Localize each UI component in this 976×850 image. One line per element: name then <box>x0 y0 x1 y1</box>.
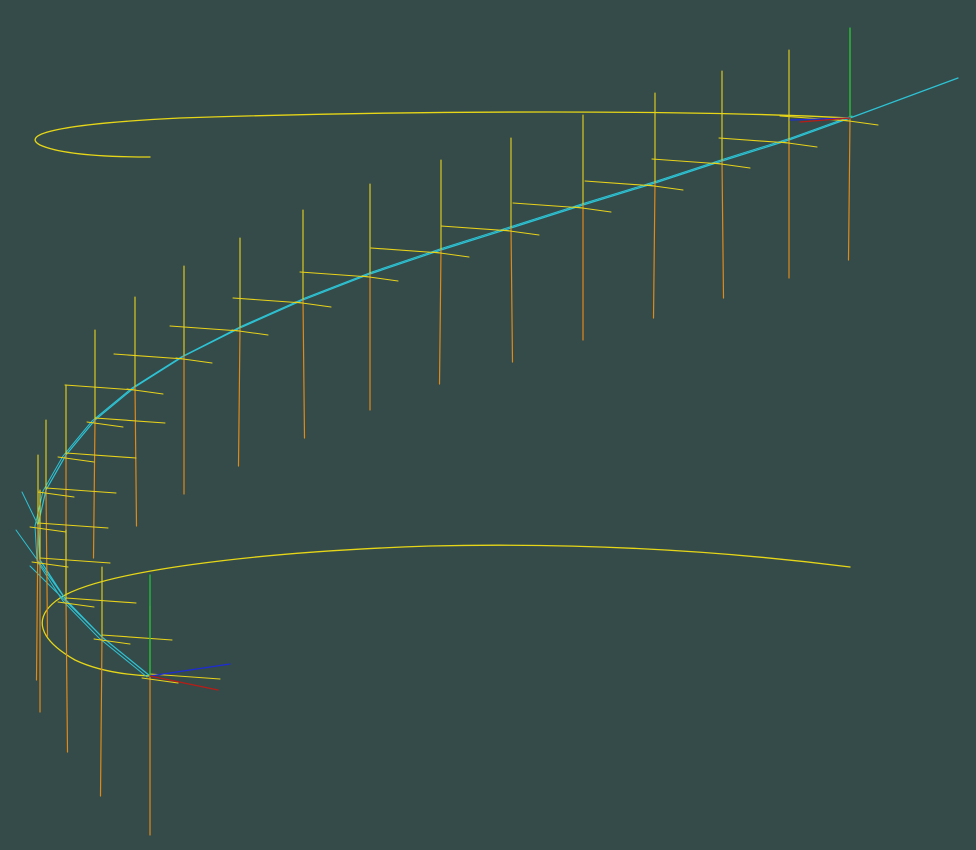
frame-down-axis <box>302 299 306 439</box>
frame-cross-arm <box>651 158 723 165</box>
frame-5 <box>512 114 612 341</box>
frame-down-axis <box>92 419 96 559</box>
frame-tangent-arm <box>646 184 684 191</box>
frame-cross-arm <box>45 487 117 494</box>
frame-tangent-arm <box>57 456 95 463</box>
frame-tangent-arm <box>361 275 399 282</box>
frame-3 <box>651 70 751 299</box>
frame-down-axis <box>510 227 514 363</box>
frame-tangent-arm <box>294 301 332 308</box>
frame-tangent-arm <box>86 421 124 428</box>
sweep-path-line <box>37 117 851 677</box>
frame-down-axis <box>65 599 69 753</box>
frame-cross-arm <box>113 353 185 360</box>
upper-axis-x <box>799 117 851 123</box>
frame-tangent-arm <box>57 601 95 608</box>
frame-cross-arm <box>232 297 304 304</box>
frame-cross-arm <box>779 115 851 122</box>
frame-down-axis <box>721 160 725 299</box>
sweep-path-extension <box>849 77 959 119</box>
sweep-path-tangent <box>21 491 39 526</box>
frame-cross-arm <box>65 597 137 604</box>
frame-tangent-arm <box>841 119 879 126</box>
frame-down-axis <box>652 182 656 319</box>
frame-tangent-arm <box>126 388 164 395</box>
frame-16 <box>29 454 109 681</box>
frame-tangent-arm <box>31 561 69 568</box>
frame-tangent-arm <box>175 357 213 364</box>
frame-12 <box>64 296 164 527</box>
frame-cross-arm <box>718 137 790 144</box>
upper-axis-triad <box>789 27 851 123</box>
lower-axis-z <box>149 663 231 677</box>
frame-10 <box>169 237 269 467</box>
frame-tangent-arm <box>29 526 67 533</box>
frame-tangent-arm <box>574 206 612 213</box>
frame-tangent-arm <box>432 251 470 258</box>
frame-11 <box>113 265 213 495</box>
frame-4 <box>584 92 684 319</box>
frame-cross-arm <box>65 452 137 459</box>
frame-tangent-arm <box>37 491 75 498</box>
frame-down-axis <box>237 327 241 467</box>
upper-guide-curve <box>34 111 851 158</box>
frame-tangent-arm <box>231 329 269 336</box>
frame-down-axis <box>99 636 103 797</box>
frame-8 <box>299 183 399 411</box>
frame-down-axis <box>134 386 138 527</box>
frame-down-axis <box>45 489 49 637</box>
sweep-path-group <box>15 77 959 678</box>
frame-13 <box>86 329 166 559</box>
frame-down-axis <box>35 524 39 681</box>
frame-cross-arm <box>299 271 371 278</box>
frame-cross-arm <box>169 325 241 332</box>
frame-tangent-arm <box>502 229 540 236</box>
lower-guide-curve <box>41 544 851 677</box>
frame-17 <box>31 489 111 713</box>
frame-tangent-arm <box>713 162 751 169</box>
moving-frames-group <box>29 27 879 836</box>
frame-15 <box>37 419 117 637</box>
lower-axis-triad <box>149 574 231 691</box>
frame-cross-arm <box>584 180 656 187</box>
frame-19 <box>93 566 173 797</box>
frame-down-axis <box>847 117 851 261</box>
sweep-path-tangent <box>15 529 67 601</box>
lower-axis-x <box>149 675 219 691</box>
frame-tangent-arm <box>141 677 179 684</box>
frame-cross-arm <box>101 634 173 641</box>
frame-cross-arm <box>440 225 512 232</box>
frame-cross-arm <box>94 417 166 424</box>
frame-20 <box>141 605 221 836</box>
frame-down-axis <box>438 249 442 385</box>
frame-18 <box>57 529 137 753</box>
frame-cross-arm <box>64 384 136 391</box>
frame-cross-arm <box>512 202 584 209</box>
frame-6 <box>440 137 540 363</box>
frame-tangent-arm <box>780 141 818 148</box>
sweep-path-line-secondary <box>34 115 853 678</box>
frame-9 <box>232 209 332 439</box>
frame-tangent-arm <box>93 638 131 645</box>
frame-2 <box>718 49 818 279</box>
frame-cross-arm <box>37 522 109 529</box>
frame-7 <box>370 159 470 385</box>
frame-cross-arm <box>39 557 111 564</box>
frame-cross-arm <box>370 247 442 254</box>
